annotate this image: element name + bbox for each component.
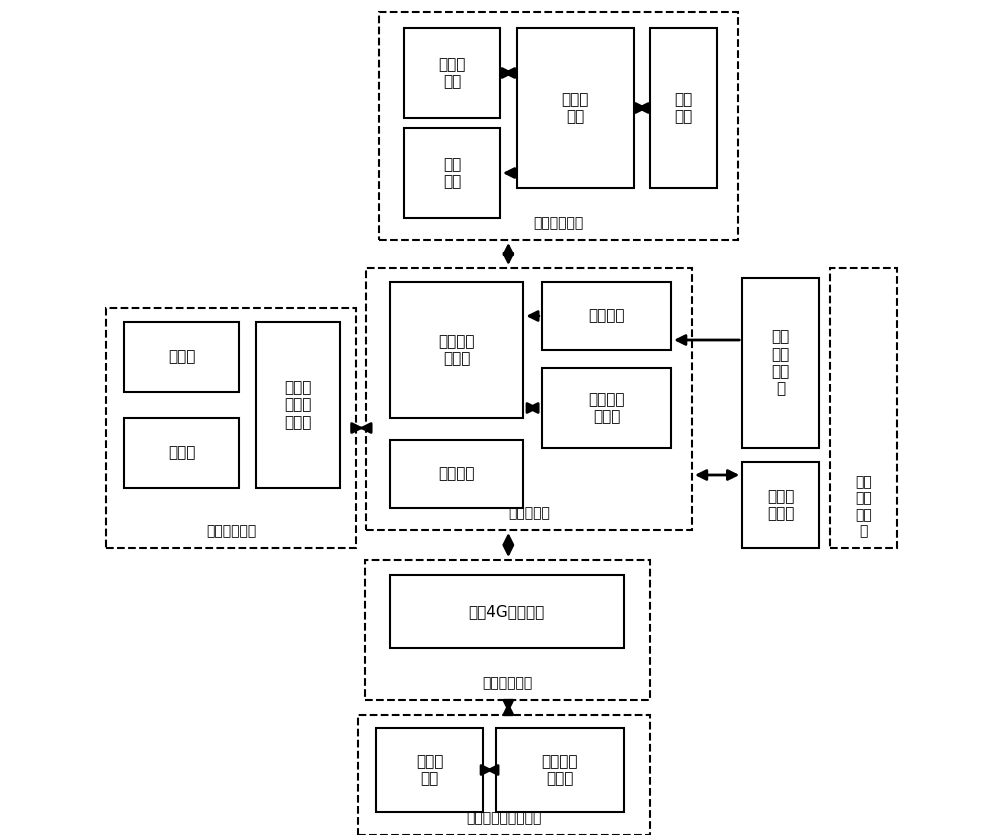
- Text: 驱动
与检
测模
块: 驱动 与检 测模 块: [855, 475, 872, 538]
- Text: 语音识
别和合
成模块: 语音识 别和合 成模块: [284, 380, 312, 430]
- Text: 微型计
算机: 微型计 算机: [561, 92, 589, 124]
- Bar: [379, 12, 738, 240]
- Bar: [390, 575, 624, 648]
- Bar: [256, 322, 340, 488]
- Bar: [390, 440, 523, 508]
- Text: 工业
相机: 工业 相机: [675, 92, 693, 124]
- Bar: [124, 418, 239, 488]
- Text: 网络交
换机: 网络交 换机: [416, 754, 444, 787]
- Bar: [742, 462, 819, 548]
- Bar: [650, 28, 717, 188]
- Text: 语音交互模块: 语音交互模块: [206, 524, 256, 538]
- Text: 远程通讯模块: 远程通讯模块: [482, 676, 533, 690]
- Bar: [376, 728, 483, 812]
- Text: 麦克风: 麦克风: [168, 446, 196, 460]
- Bar: [404, 128, 500, 218]
- Bar: [517, 28, 634, 188]
- Bar: [390, 282, 523, 418]
- Text: 主板控制器: 主板控制器: [508, 506, 550, 520]
- Text: 远程监控和管理中心: 远程监控和管理中心: [466, 811, 542, 825]
- Bar: [542, 368, 671, 448]
- Text: 自检按钮: 自检按钮: [588, 308, 625, 323]
- Bar: [366, 268, 692, 530]
- Text: 无线4G通讯模块: 无线4G通讯模块: [469, 604, 545, 619]
- Bar: [124, 322, 239, 392]
- Text: 超声
波检
测模
块: 超声 波检 测模 块: [771, 329, 790, 397]
- Text: 光源
控制: 光源 控制: [443, 157, 461, 190]
- Text: 基本电路: 基本电路: [438, 467, 475, 482]
- Bar: [106, 308, 356, 548]
- Text: 光敏传
感器: 光敏传 感器: [438, 57, 466, 89]
- Bar: [404, 28, 500, 118]
- Text: 嵌入式微
控制器: 嵌入式微 控制器: [438, 334, 475, 367]
- Text: 扬声器: 扬声器: [168, 350, 196, 365]
- Bar: [496, 728, 624, 812]
- Bar: [830, 268, 897, 548]
- Text: 电机驱
动模块: 电机驱 动模块: [767, 488, 794, 521]
- Bar: [542, 282, 671, 350]
- Text: 图像识别模块: 图像识别模块: [533, 216, 584, 230]
- Bar: [742, 278, 819, 448]
- Text: 故障类型
指示灯: 故障类型 指示灯: [588, 392, 625, 424]
- Bar: [358, 715, 650, 835]
- Bar: [365, 560, 650, 700]
- Text: 监控和管
理软件: 监控和管 理软件: [541, 754, 578, 787]
